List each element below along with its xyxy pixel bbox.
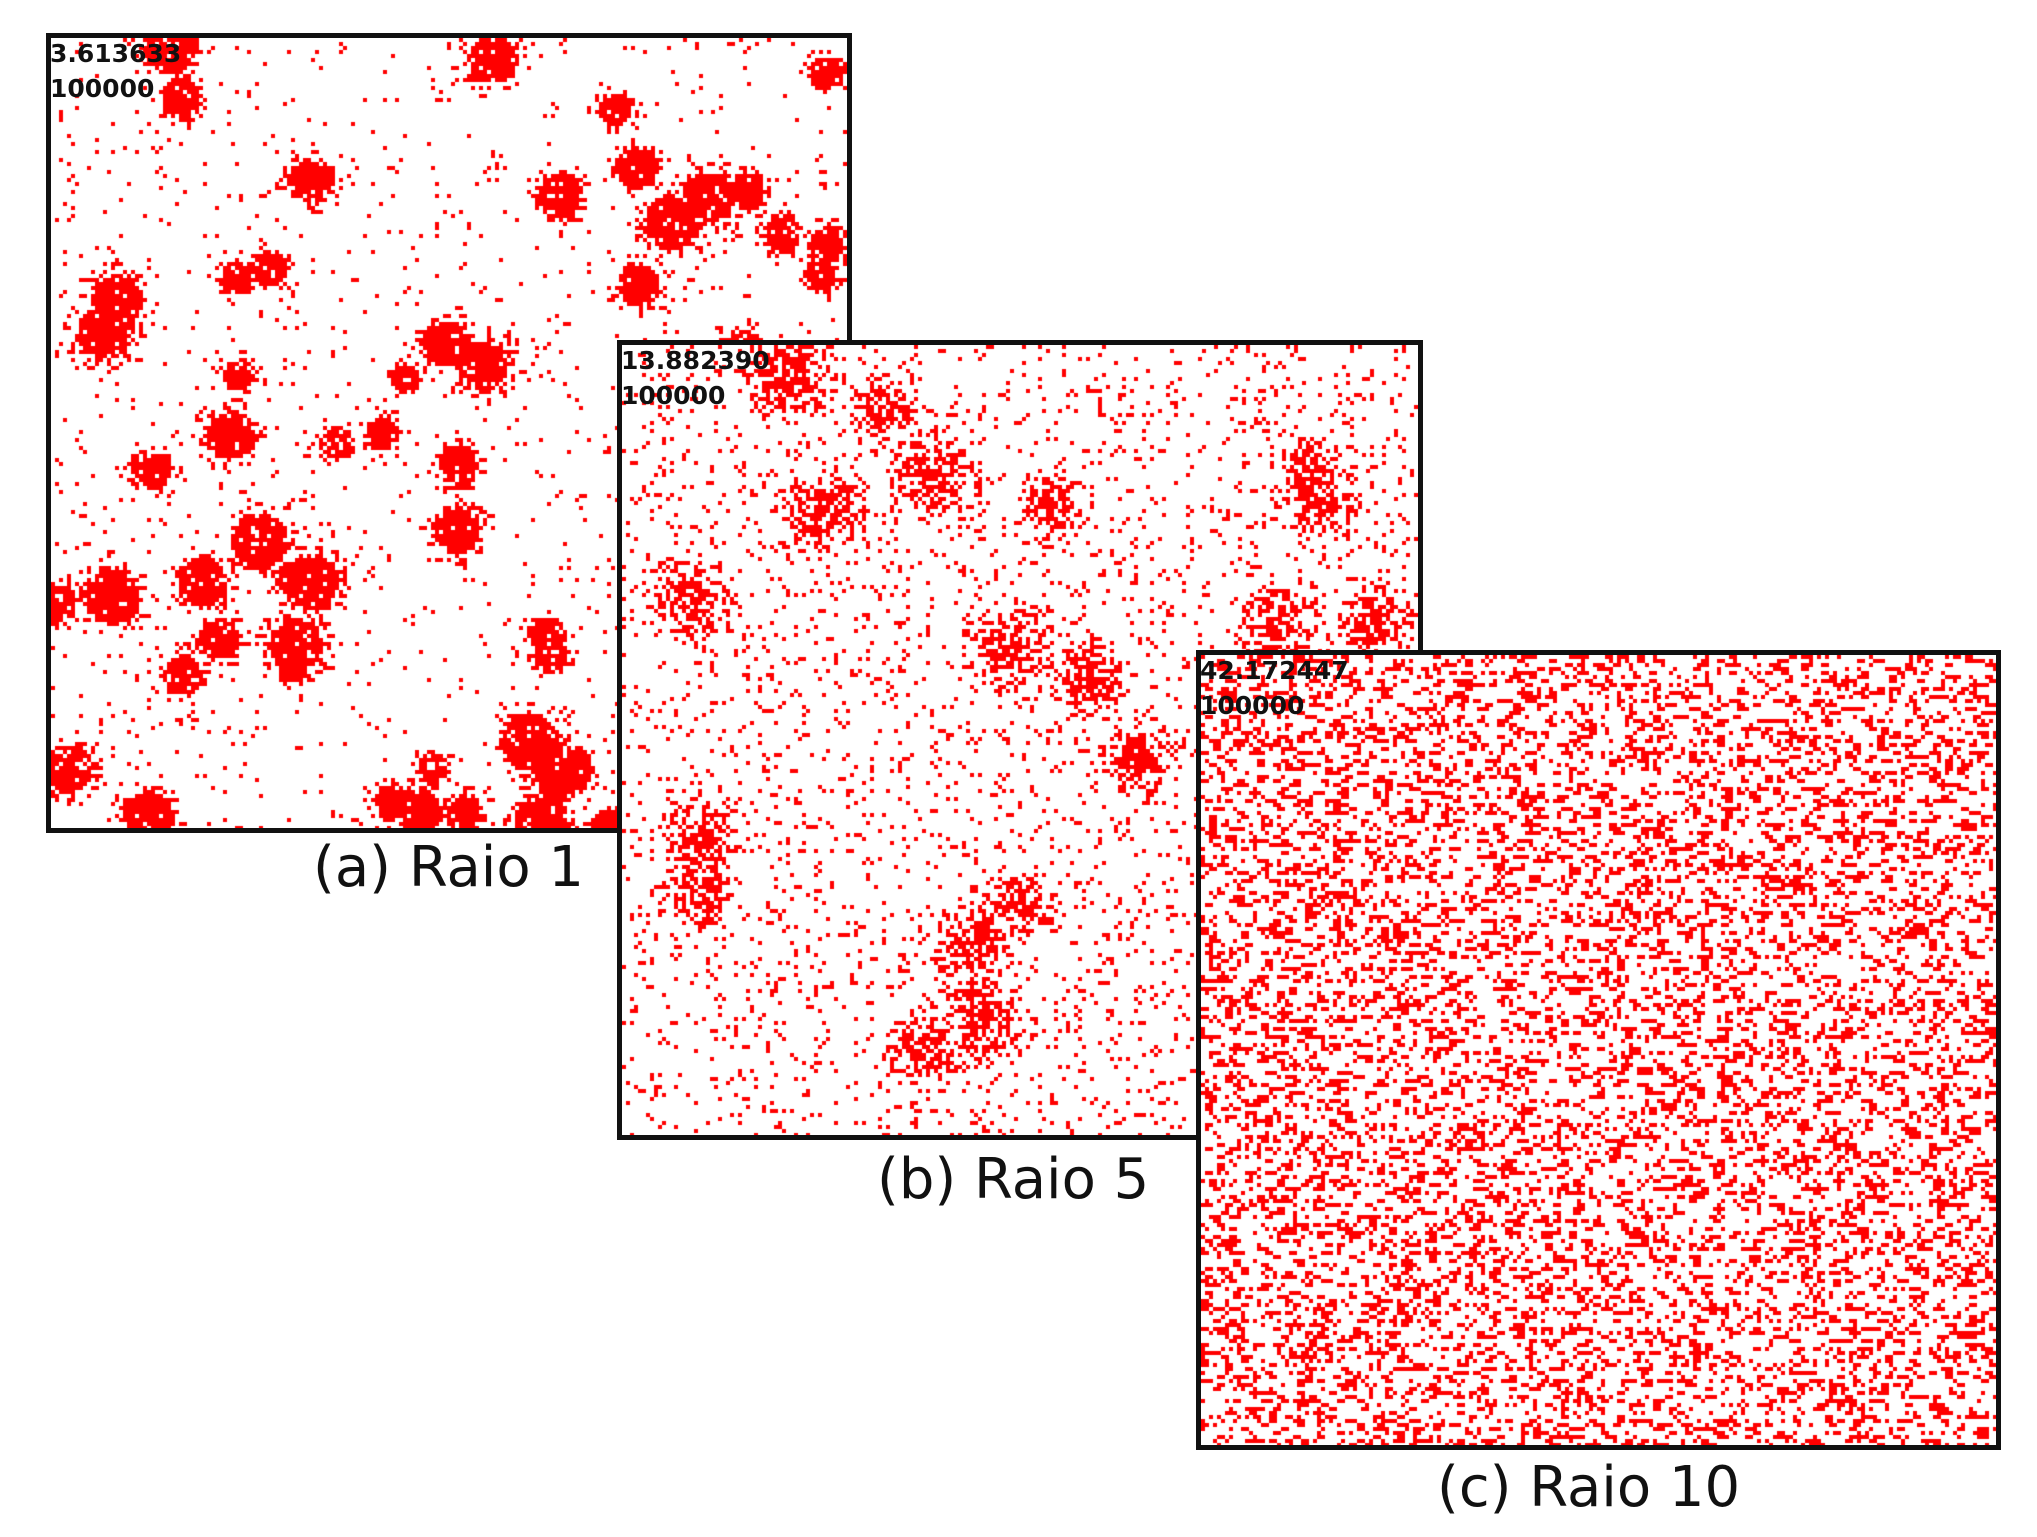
- caption-a: (a) Raio 1: [313, 835, 585, 900]
- lattice-plot-c: [1201, 655, 1996, 1445]
- caption-b: (b) Raio 5: [877, 1147, 1150, 1212]
- readout-value-a: 3.613633: [50, 39, 182, 68]
- simulation-panel-c: 42.172447 100000: [1196, 650, 2001, 1450]
- readout-value-b: 13.882390: [621, 346, 770, 375]
- caption-c: (c) Raio 10: [1437, 1455, 1741, 1520]
- readout-iterations-b: 100000: [621, 381, 726, 410]
- readout-iterations-c: 100000: [1200, 691, 1305, 720]
- readout-iterations-a: 100000: [50, 74, 155, 103]
- readout-value-c: 42.172447: [1200, 656, 1349, 685]
